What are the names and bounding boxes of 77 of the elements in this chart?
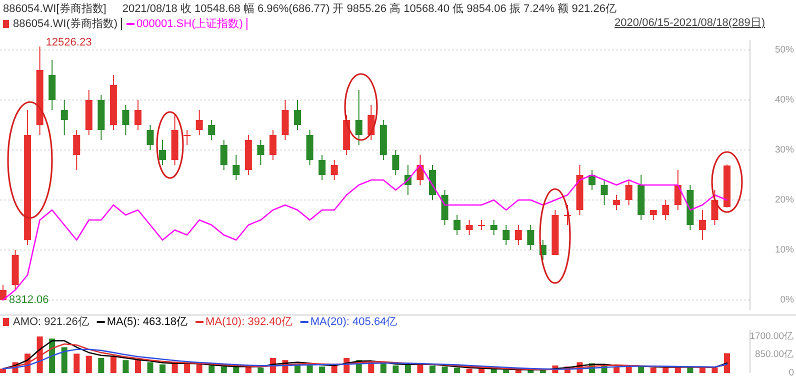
y-tick-label: 0 — [788, 368, 794, 379]
candlestick — [466, 220, 473, 236]
candlestick — [196, 110, 203, 136]
candlestick — [650, 210, 657, 220]
candlestick — [355, 90, 362, 146]
candlestick — [73, 130, 80, 170]
candlestick — [502, 224, 510, 246]
y-tick-label: 50% — [774, 44, 795, 56]
bar — [61, 347, 68, 373]
bar — [147, 362, 154, 373]
candlestick — [711, 190, 718, 226]
candlestick — [184, 130, 191, 146]
candlestick — [318, 154, 326, 180]
y-tick-label: 40% — [774, 94, 795, 106]
bar — [98, 358, 104, 373]
annotation: 8312.06 — [9, 294, 49, 306]
bar — [122, 360, 129, 373]
candlestick — [208, 120, 216, 140]
candlestick — [0, 284, 6, 300]
candlestick — [220, 140, 228, 170]
candlestick — [625, 180, 632, 206]
candlestick — [122, 104, 130, 136]
legend-label: 886054.WI(券商指数) — [13, 16, 118, 30]
y-tick-label: 10% — [774, 244, 795, 256]
bar — [208, 365, 215, 373]
candlestick — [232, 154, 240, 180]
bar — [380, 363, 386, 373]
candlestick — [613, 194, 620, 210]
candlestick — [392, 150, 400, 176]
candlestick — [454, 214, 461, 236]
candlestick — [60, 100, 68, 136]
bar — [454, 368, 460, 373]
line-series — [2, 348, 728, 370]
candlestick — [159, 140, 166, 166]
bar — [442, 366, 448, 373]
bar — [503, 370, 510, 373]
candlestick — [674, 170, 682, 210]
bar — [233, 366, 240, 373]
legend-label: MA(20): 405.64亿 — [310, 316, 398, 328]
candlestick — [294, 100, 302, 130]
candlestick — [257, 140, 264, 166]
bar — [404, 364, 411, 373]
candlestick — [527, 224, 534, 250]
legend-label: AMO: 921.26亿 — [13, 316, 89, 328]
candlestick — [490, 220, 498, 236]
y-tick-label: 20% — [774, 194, 795, 206]
candlestick — [514, 224, 522, 246]
bar — [74, 354, 80, 373]
bar — [306, 365, 313, 373]
bar — [258, 368, 264, 373]
bar — [220, 366, 227, 373]
bar — [160, 364, 166, 373]
candlestick — [600, 180, 608, 206]
annotation: 12526.23 — [46, 36, 92, 48]
legend-label: 000001.SH(上证指数) — [136, 16, 243, 30]
candlestick — [134, 100, 142, 130]
chart-title: 886054.WI[券商指数] — [3, 2, 106, 15]
y-tick-label: 30% — [774, 144, 795, 156]
legend-label: MA(10): 392.40亿 — [206, 316, 292, 328]
candlestick — [478, 220, 486, 230]
bar — [429, 365, 436, 373]
y-tick-label: 850.00亿 — [754, 349, 794, 360]
chart-subtitle: 2021/08/18 收 10548.68 幅 6.96%(686.77) 开 9855.26 高 10568.40 低 9854.06 振 7.24% 额 921.26亿 — [122, 2, 616, 15]
candlestick — [662, 200, 670, 220]
bar — [319, 366, 326, 373]
bar — [392, 365, 399, 373]
legend-label: MA(5): 463.18亿 — [106, 316, 188, 328]
text: 2020/06/15-2021/08/18(289日) — [614, 16, 765, 29]
candlestick — [269, 130, 276, 160]
bar — [86, 356, 92, 373]
bar — [638, 366, 644, 373]
bar — [650, 368, 656, 373]
candlestick — [698, 210, 706, 240]
candlestick — [330, 160, 338, 180]
candlestick — [146, 124, 154, 150]
y-tick-label: 0% — [780, 294, 795, 306]
y-tick-label: 1700.00亿 — [750, 330, 794, 342]
